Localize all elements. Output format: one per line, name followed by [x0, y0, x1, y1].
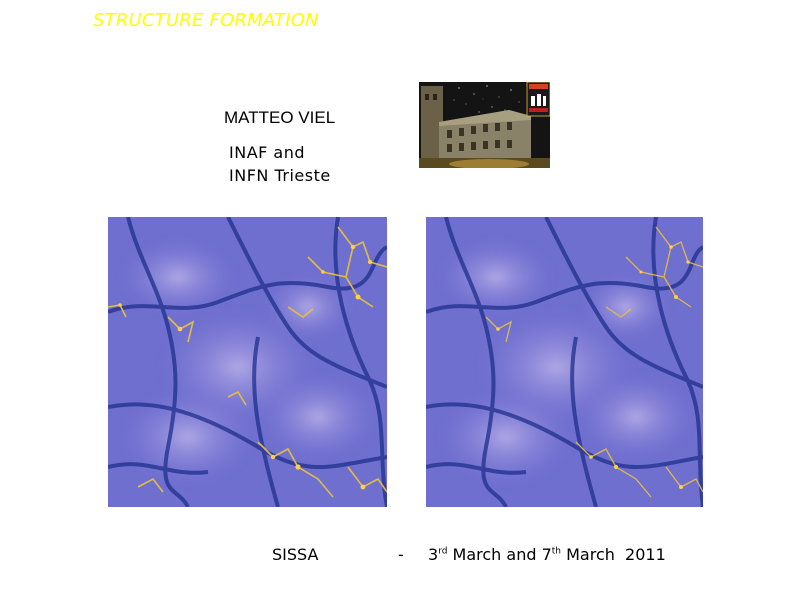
simulation-image-left — [108, 217, 387, 507]
slide-title: STRUCTURE FORMATION — [93, 10, 319, 31]
simulation-image-right — [426, 217, 703, 507]
footer-separator: - — [398, 545, 404, 564]
author-name: MATTEO VIEL — [224, 108, 336, 127]
date-text-1: March and — [447, 545, 542, 564]
date-day-1: 3 — [428, 545, 439, 564]
footer-institute: SISSA — [272, 545, 319, 564]
affiliation-line-1: INAF and — [229, 143, 306, 162]
date-suffix-1: rd — [438, 546, 448, 557]
date-text-2: March 2011 — [561, 545, 666, 564]
affiliation-line-2: INFN Trieste — [229, 166, 331, 185]
observatory-photo — [419, 82, 550, 168]
date-day-2: 7 — [541, 545, 552, 564]
footer-dates: 3rd March and 7th March 2011 — [428, 545, 666, 564]
date-suffix-2: th — [551, 546, 562, 557]
